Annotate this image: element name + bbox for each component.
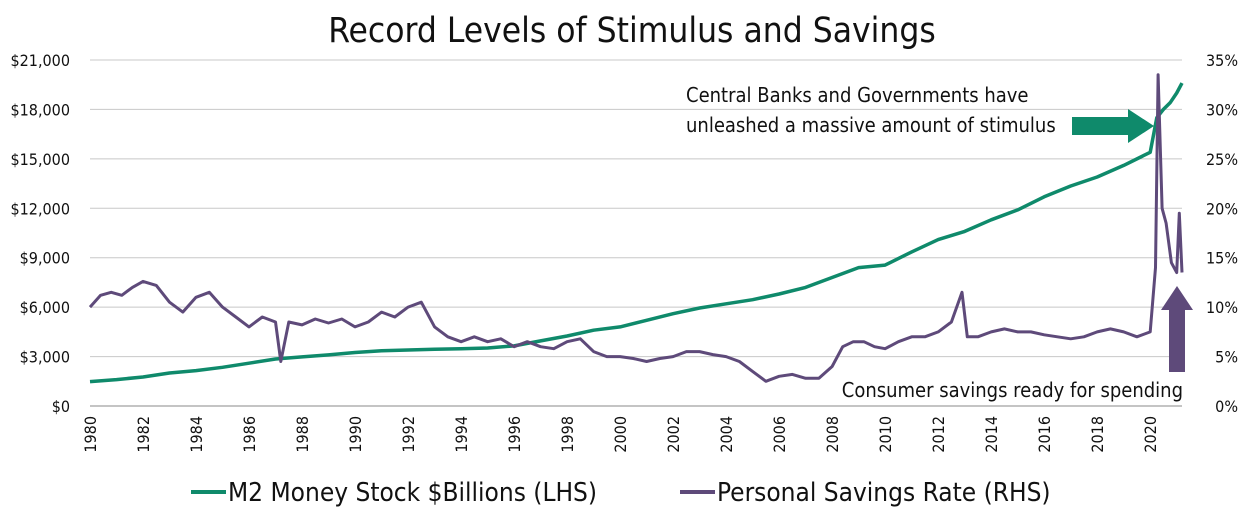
right-tick-label: 20% (1206, 199, 1238, 218)
annotation-stimulus-line2: unleashed a massive amount of stimulus (686, 113, 1056, 137)
right-tick-label: 25% (1206, 150, 1238, 169)
x-tick-label: 1990 (346, 416, 365, 453)
left-tick-label: $0 (52, 397, 70, 416)
chart-title: Record Levels of Stimulus and Savings (328, 11, 935, 51)
x-tick-label: 2020 (1141, 416, 1160, 453)
x-tick-label: 2002 (664, 416, 683, 453)
legend-label-savings: Personal Savings Rate (RHS) (717, 478, 1051, 508)
right-tick-label: 5% (1215, 348, 1238, 367)
x-tick-label: 2008 (823, 416, 842, 453)
x-tick-label: 1980 (81, 416, 100, 453)
left-tick-label: $18,000 (10, 100, 70, 119)
right-tick-label: 15% (1206, 249, 1238, 268)
right-axis-tick-labels: 0% 5% 10% 15% 20% 25% 30% 35% (1206, 51, 1238, 416)
series-line-savings (88, 73, 1184, 383)
gridlines (90, 59, 1182, 407)
x-tick-label: 1996 (505, 416, 524, 453)
series-line-m2 (89, 82, 1184, 384)
right-tick-label: 30% (1206, 100, 1238, 119)
x-tick-label: 2004 (717, 416, 736, 453)
left-tick-label: $6,000 (20, 298, 70, 317)
right-tick-label: 0% (1215, 397, 1238, 416)
x-axis-tick-labels: 1980 1982 1984 1986 1988 1990 1992 1994 1996 1998… (81, 416, 1160, 453)
legend-label-m2: M2 Money Stock $Billions (LHS) (228, 478, 597, 508)
x-tick-label: 2006 (770, 416, 789, 453)
x-tick-label: 1992 (399, 416, 418, 453)
left-tick-label: $21,000 (10, 51, 70, 70)
x-tick-label: 2018 (1088, 416, 1107, 453)
x-tick-label: 2016 (1035, 416, 1054, 453)
left-tick-label: $9,000 (20, 249, 70, 268)
x-tick-label: 1982 (134, 416, 153, 453)
x-tick-label: 2014 (982, 416, 1001, 453)
left-tick-label: $3,000 (20, 348, 70, 367)
x-tick-label: 2010 (876, 416, 895, 453)
annotation-stimulus-line1: Central Banks and Governments have (686, 83, 1029, 107)
x-tick-label: 1986 (240, 416, 259, 453)
x-tick-label: 1998 (558, 416, 577, 453)
legend: M2 Money Stock $Billions (LHS) Personal … (191, 478, 1051, 508)
left-axis-tick-labels: $0 $3,000 $6,000 $9,000 $12,000 $15,000 $18,00… (10, 51, 70, 416)
x-tick-label: 2000 (611, 416, 630, 453)
series-layer (88, 73, 1184, 384)
stimulus-arrow-icon (1072, 109, 1154, 143)
annotation-savings: Consumer savings ready for spending (842, 378, 1183, 402)
savings-arrow-icon (1161, 286, 1193, 372)
x-tick-label: 1984 (187, 416, 206, 453)
left-tick-label: $15,000 (10, 150, 70, 169)
left-tick-label: $12,000 (10, 199, 70, 218)
x-tick-label: 1988 (293, 416, 312, 453)
right-tick-label: 10% (1206, 298, 1238, 317)
right-tick-label: 35% (1206, 51, 1238, 70)
x-tick-label: 2012 (929, 416, 948, 453)
x-tick-label: 1994 (452, 416, 471, 453)
